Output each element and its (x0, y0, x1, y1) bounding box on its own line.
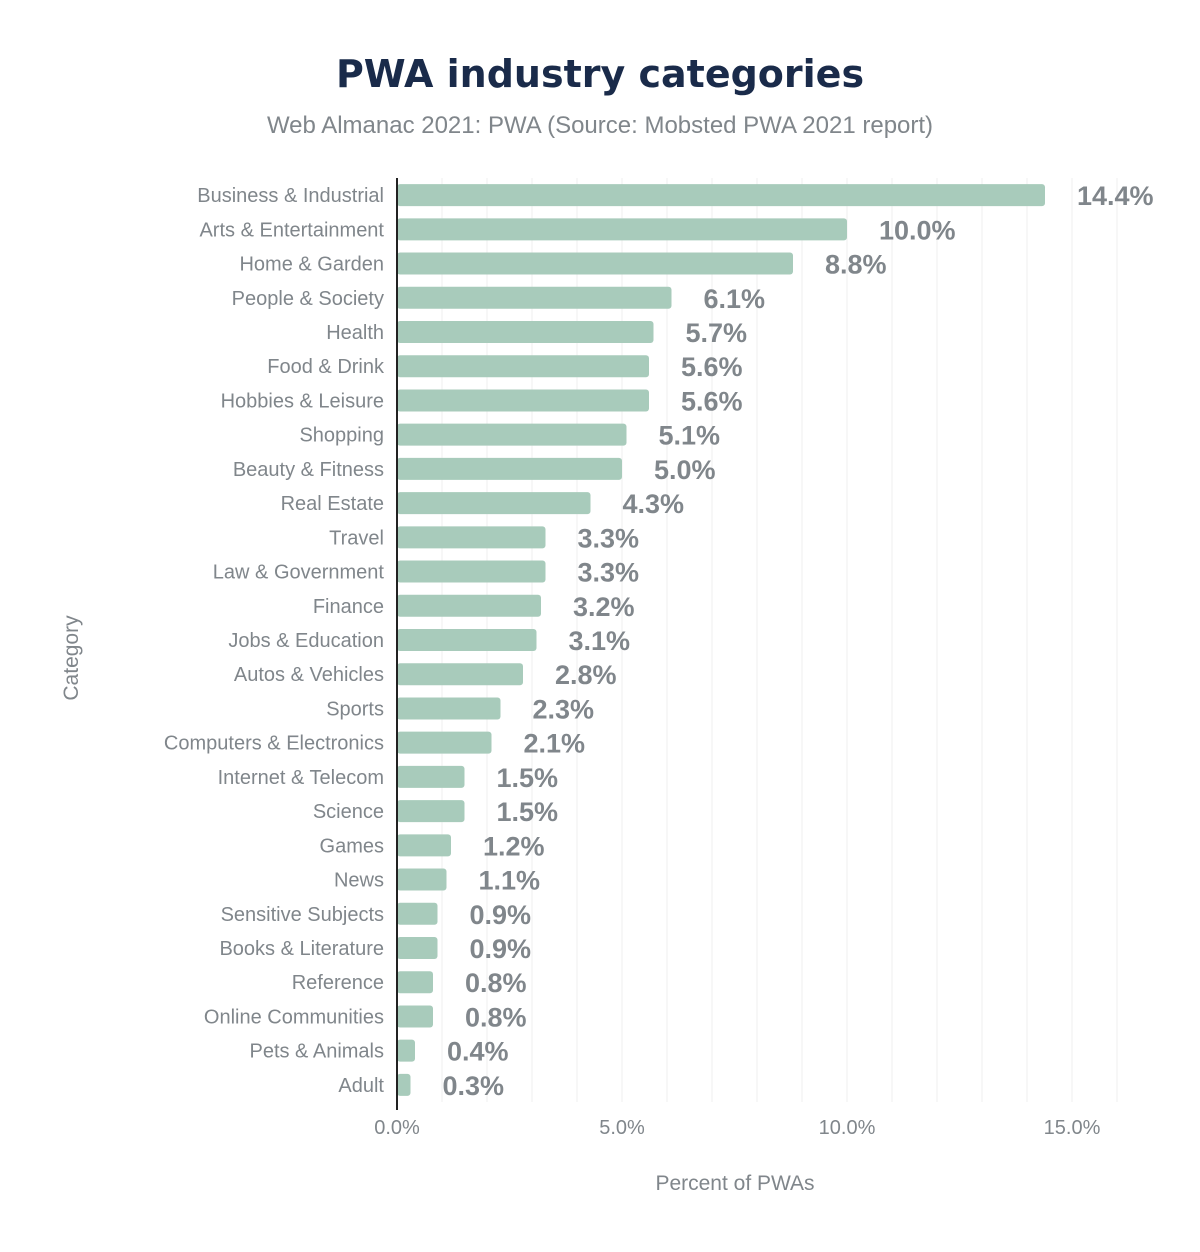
data-label: 6.1% (704, 284, 766, 314)
data-label: 5.0% (654, 455, 716, 485)
bar (397, 868, 447, 891)
data-label: 3.3% (578, 523, 640, 553)
category-label: Sports (326, 698, 384, 720)
bar (397, 218, 847, 241)
category-label: Science (313, 801, 384, 823)
category-label: Adult (338, 1075, 384, 1097)
bar (397, 286, 672, 309)
category-label: Shopping (299, 425, 384, 447)
bar (397, 629, 537, 651)
data-label: 2.8% (555, 660, 617, 690)
x-tick-label: 0.0% (374, 1117, 420, 1139)
data-label: 14.4% (1077, 181, 1154, 211)
bar (397, 800, 465, 823)
data-label: 0.4% (447, 1037, 509, 1067)
category-label: Internet & Telecom (218, 767, 384, 789)
bar (397, 937, 438, 959)
category-label: Autos & Vehicles (234, 664, 384, 686)
bar (397, 1073, 411, 1096)
x-tick-label: 15.0% (1044, 1117, 1101, 1139)
category-label: Online Communities (204, 1006, 384, 1028)
bar (397, 423, 627, 446)
data-label: 5.1% (659, 421, 721, 451)
category-label: Home & Garden (239, 254, 384, 276)
data-label: 0.3% (443, 1071, 505, 1101)
category-label: Health (326, 322, 384, 344)
category-label: Reference (292, 972, 384, 994)
bar (397, 594, 541, 617)
category-label: Business & Industrial (197, 185, 384, 207)
category-label: News (334, 870, 384, 892)
data-label: 10.0% (879, 215, 956, 245)
data-label: 0.8% (465, 1002, 527, 1032)
y-axis-label: Category (60, 615, 83, 701)
category-label: Sensitive Subjects (221, 904, 384, 926)
category-label: Pets & Animals (249, 1041, 384, 1063)
category-label: Books & Literature (219, 938, 384, 960)
data-label: 4.3% (623, 489, 685, 519)
x-axis-label: Percent of PWAs (655, 1172, 814, 1195)
data-label: 2.3% (533, 694, 595, 724)
data-label: 5.7% (686, 318, 748, 348)
category-label: Hobbies & Leisure (221, 390, 384, 412)
category-label: Travel (329, 527, 384, 549)
bar (397, 765, 465, 788)
data-label: 3.2% (573, 592, 635, 622)
bar (397, 971, 433, 994)
chart-subtitle: Web Almanac 2021: PWA (Source: Mobsted P… (266, 112, 934, 139)
data-label: 2.1% (524, 729, 586, 759)
bar (397, 389, 649, 412)
bar (397, 526, 546, 549)
bar (397, 184, 1045, 207)
bar (397, 697, 501, 720)
category-label: Real Estate (281, 493, 384, 515)
bar (397, 560, 546, 583)
data-label: 5.6% (681, 386, 743, 416)
data-label: 0.9% (470, 900, 532, 930)
category-label: Finance (313, 596, 384, 618)
data-label: 1.2% (483, 831, 545, 861)
data-label: 1.1% (479, 866, 541, 896)
data-label: 8.8% (825, 250, 887, 280)
bar (397, 492, 591, 515)
category-label: Beauty & Fitness (233, 459, 384, 481)
bar (397, 355, 649, 378)
bar (397, 321, 654, 343)
bar (397, 1005, 433, 1028)
bar (397, 834, 451, 857)
data-label: 1.5% (497, 797, 559, 827)
category-label: Food & Drink (267, 356, 385, 378)
bar (397, 252, 793, 275)
bar (397, 457, 622, 480)
x-tick-label: 5.0% (599, 1117, 645, 1139)
category-label: Computers & Electronics (164, 733, 384, 755)
chart-title: PWA industry categories (335, 52, 865, 96)
data-label: 5.6% (681, 352, 743, 382)
category-label: Jobs & Education (228, 630, 384, 652)
x-tick-label: 10.0% (819, 1117, 876, 1139)
category-label: Arts & Entertainment (199, 219, 384, 241)
category-label: People & Society (232, 288, 384, 310)
category-label: Law & Government (213, 562, 385, 584)
data-label: 3.1% (569, 626, 631, 656)
data-label: 0.9% (470, 934, 532, 964)
bar (397, 731, 492, 754)
bar (397, 663, 523, 686)
bar (397, 902, 438, 925)
category-label: Games (320, 835, 384, 857)
data-label: 3.3% (578, 558, 640, 588)
data-label: 0.8% (465, 968, 527, 998)
data-label: 1.5% (497, 763, 559, 793)
bar (397, 1039, 415, 1062)
